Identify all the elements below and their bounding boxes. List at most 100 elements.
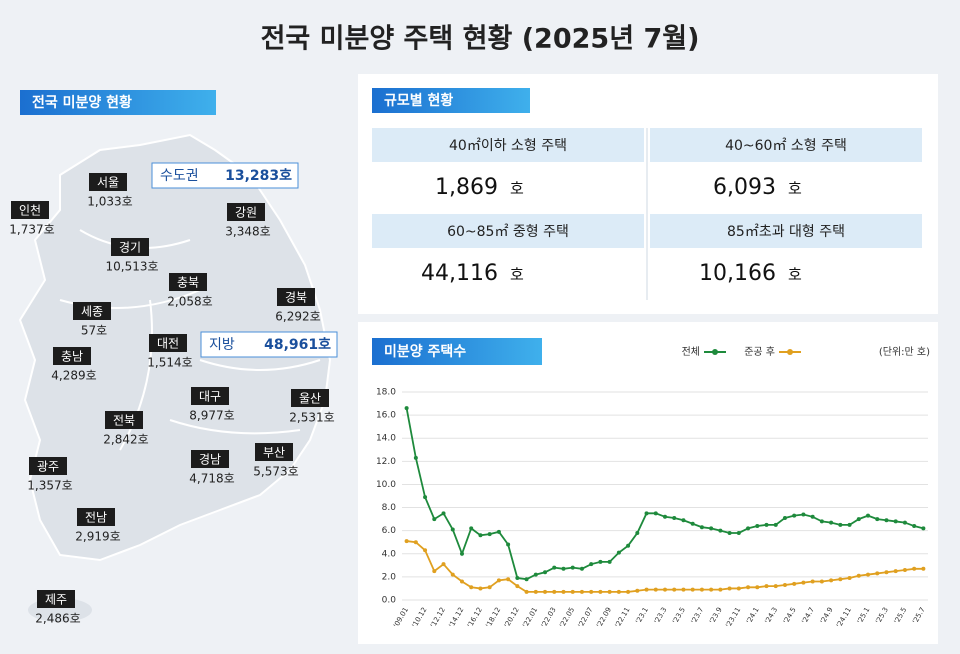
point xyxy=(570,565,575,570)
point xyxy=(423,548,428,553)
unit-note: (단위:만 호) xyxy=(879,345,930,358)
page-title: 전국 미분양 주택 현황 (2025년 7월) xyxy=(261,24,700,55)
point xyxy=(782,515,787,520)
region-name-bg xyxy=(89,173,127,191)
point xyxy=(764,522,769,527)
point xyxy=(496,578,501,583)
region-name-bg xyxy=(37,590,75,608)
point xyxy=(487,585,492,590)
point xyxy=(718,528,723,533)
point xyxy=(450,572,455,577)
y-tick-label: 6.0 xyxy=(382,526,397,536)
region-name: 전북 xyxy=(113,414,135,428)
region-value: 4,289호 xyxy=(51,369,96,383)
point xyxy=(810,579,815,584)
point xyxy=(699,587,704,592)
point xyxy=(727,586,732,591)
chart-header-bg xyxy=(372,338,542,365)
point xyxy=(746,585,751,590)
legend-dot xyxy=(787,349,793,355)
cell-label: 40~60㎡ 소형 주택 xyxy=(725,138,847,154)
point xyxy=(644,511,649,516)
point xyxy=(690,521,695,526)
region-name-bg xyxy=(149,334,187,352)
point xyxy=(598,589,603,594)
size-header: 규모별 현황 xyxy=(384,92,453,109)
point xyxy=(552,565,557,570)
region-name-bg xyxy=(169,273,207,291)
region-name-bg xyxy=(11,201,49,219)
y-tick-label: 4.0 xyxy=(382,549,397,559)
region-value: 1,514호 xyxy=(147,356,192,370)
size-header-bg xyxy=(372,88,530,113)
metro-value: 48,961호 xyxy=(264,337,331,353)
point xyxy=(543,570,548,575)
legend-label: 전체 xyxy=(682,346,700,358)
region-name: 서울 xyxy=(97,176,119,190)
point xyxy=(663,587,667,592)
point xyxy=(690,587,695,592)
point xyxy=(552,589,557,594)
point xyxy=(847,522,852,527)
cell-unit: 호 xyxy=(510,180,524,198)
cell-value: 6,093 xyxy=(713,175,776,200)
point xyxy=(423,495,428,500)
cell-label-bg xyxy=(372,214,644,248)
point xyxy=(866,572,871,577)
point xyxy=(709,587,714,592)
point xyxy=(755,524,760,529)
point xyxy=(875,517,880,522)
region-name-bg xyxy=(73,302,111,320)
point xyxy=(533,572,538,577)
point xyxy=(506,542,511,547)
point xyxy=(866,513,871,518)
point xyxy=(441,511,446,516)
cell-unit: 호 xyxy=(788,266,802,284)
point xyxy=(404,539,409,544)
cell-label-bg xyxy=(372,128,644,162)
region-name: 경북 xyxy=(285,291,307,305)
point xyxy=(838,522,843,527)
point xyxy=(450,527,455,532)
y-tick-label: 10.0 xyxy=(376,480,396,490)
point xyxy=(681,587,686,592)
point xyxy=(644,587,649,592)
region-value: 1,357호 xyxy=(27,479,72,493)
point xyxy=(653,511,658,516)
region-value: 57호 xyxy=(81,324,107,338)
region-name-bg xyxy=(111,238,149,256)
map-header-bg xyxy=(20,90,216,115)
legend-dot xyxy=(712,349,718,355)
cell-value: 10,166 xyxy=(699,261,776,286)
point xyxy=(469,526,474,531)
point xyxy=(524,577,529,582)
point xyxy=(792,513,797,518)
point xyxy=(819,579,824,584)
point xyxy=(432,569,437,574)
y-tick-label: 12.0 xyxy=(376,457,396,467)
point xyxy=(515,576,520,581)
point xyxy=(653,587,658,592)
point xyxy=(884,518,889,523)
size-cells: 40㎡이하 소형 주택 1,869 호 40~60㎡ 소형 주택 6,093 호 60~85… xyxy=(372,128,922,300)
region-name: 대구 xyxy=(199,390,221,404)
cell-value: 44,116 xyxy=(421,261,498,286)
point xyxy=(727,530,732,535)
cell-label: 85㎡초과 대형 주택 xyxy=(727,224,845,240)
region-name-bg xyxy=(277,288,315,306)
region-value: 8,977호 xyxy=(189,409,234,423)
point xyxy=(736,586,741,591)
point xyxy=(413,540,418,545)
point xyxy=(801,580,806,585)
cell-label-bg xyxy=(650,214,922,248)
region-name-bg xyxy=(77,508,115,526)
point xyxy=(626,543,631,548)
point xyxy=(589,589,594,594)
region-name: 대전 xyxy=(157,337,179,351)
region-name: 충북 xyxy=(177,276,199,290)
point xyxy=(829,578,834,583)
point xyxy=(672,587,677,592)
region-value: 6,292호 xyxy=(275,310,320,324)
point xyxy=(515,584,520,589)
region-name: 강원 xyxy=(235,206,257,220)
